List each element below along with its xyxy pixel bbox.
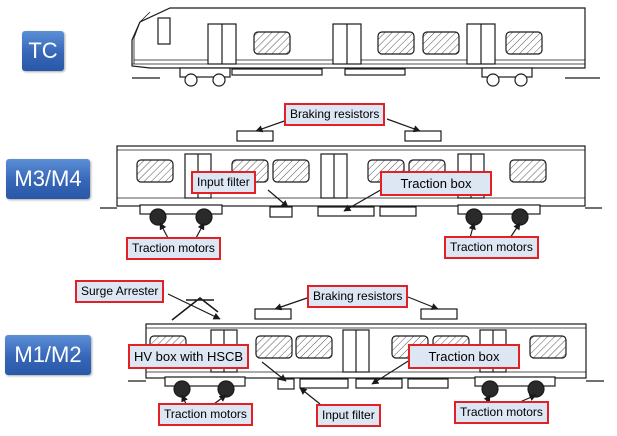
leader-m34-traction-box xyxy=(343,187,385,212)
callout-m12-braking-resistors: Braking resistors xyxy=(307,285,409,308)
tc-underframe-box xyxy=(344,68,406,76)
leader-m12-hv-box xyxy=(261,361,287,382)
m12-roof-equipment xyxy=(254,308,292,320)
leader-m34-motors-right xyxy=(468,222,476,239)
m34-underframe-box xyxy=(269,206,293,218)
tc-window xyxy=(422,31,460,55)
m12-underframe-box xyxy=(407,378,449,389)
leader-m12-motors-left xyxy=(181,394,188,405)
tc-underframe-box xyxy=(231,68,323,76)
leader-m34-motors-right-2 xyxy=(509,222,521,239)
m12-window xyxy=(529,335,567,359)
tag-m3-m4: M3/M4 xyxy=(6,159,90,199)
callout-m12-hv-box: HV box with HSCB xyxy=(128,344,250,369)
m34-underframe-box xyxy=(317,206,375,217)
m34-roof-equipment xyxy=(404,130,442,142)
callout-m34-braking-resistors: Braking resistors xyxy=(284,103,386,126)
m12-pantograph xyxy=(171,297,219,321)
tc-car xyxy=(131,7,600,79)
m34-bogie-rear xyxy=(457,204,541,226)
leader-m34-motors-left-2 xyxy=(195,222,205,239)
m12-window xyxy=(295,335,333,359)
callout-m12-surge-arrester: Surge Arrester xyxy=(75,280,165,303)
tc-bogie-front xyxy=(179,67,231,87)
m12-roof-equipment xyxy=(420,308,458,320)
leader-m12-braking-right xyxy=(407,296,439,310)
m34-roof-equipment xyxy=(236,130,274,142)
m34-bogie-front xyxy=(139,204,223,226)
m12-bogie-front xyxy=(164,376,246,398)
m34-car xyxy=(100,130,602,218)
tc-window xyxy=(377,31,415,55)
leader-m12-surge-arrester xyxy=(167,293,221,320)
leader-m34-braking-right xyxy=(386,118,421,133)
tc-bogie-rear xyxy=(481,67,533,87)
m34-window xyxy=(136,159,174,183)
leader-m34-input-filter xyxy=(267,189,289,208)
leader-m12-motors-left-2 xyxy=(213,394,227,405)
leader-m12-traction-box xyxy=(371,357,414,385)
tag-tc: TC xyxy=(22,31,64,71)
leader-lines xyxy=(159,118,537,405)
leader-m12-braking-left xyxy=(274,296,311,311)
m12-window xyxy=(255,335,293,359)
callout-m12-traction-box: Traction box xyxy=(408,344,520,369)
callout-m12-traction-motors-left: Traction motors xyxy=(158,403,253,426)
leader-m12-motors-right xyxy=(483,394,491,403)
tc-window xyxy=(253,31,291,55)
m34-window xyxy=(509,159,547,183)
m12-underframe-box xyxy=(299,378,349,389)
callout-m34-traction-motors-right: Traction motors xyxy=(444,236,539,259)
callout-m34-traction-motors-left: Traction motors xyxy=(126,237,221,260)
callout-m12-input-filter: Input filter xyxy=(316,404,381,427)
m12-bogie-rear xyxy=(474,376,556,398)
m12-underframe-box xyxy=(355,378,403,389)
callout-m12-traction-motors-right: Traction motors xyxy=(454,401,549,424)
m34-underframe-box xyxy=(379,206,417,217)
tc-cab-window xyxy=(157,17,171,45)
leader-m34-motors-left xyxy=(159,222,169,239)
tc-cab-nose xyxy=(133,11,151,64)
leader-m12-input-filter xyxy=(299,387,321,405)
leader-m12-motors-right-2 xyxy=(519,394,537,403)
callout-m34-traction-box: Traction box xyxy=(380,171,492,196)
callout-m34-input-filter: Input filter xyxy=(191,171,256,194)
tc-window xyxy=(505,31,543,55)
m34-window xyxy=(272,159,310,183)
tag-m1-m2: M1/M2 xyxy=(5,335,91,375)
